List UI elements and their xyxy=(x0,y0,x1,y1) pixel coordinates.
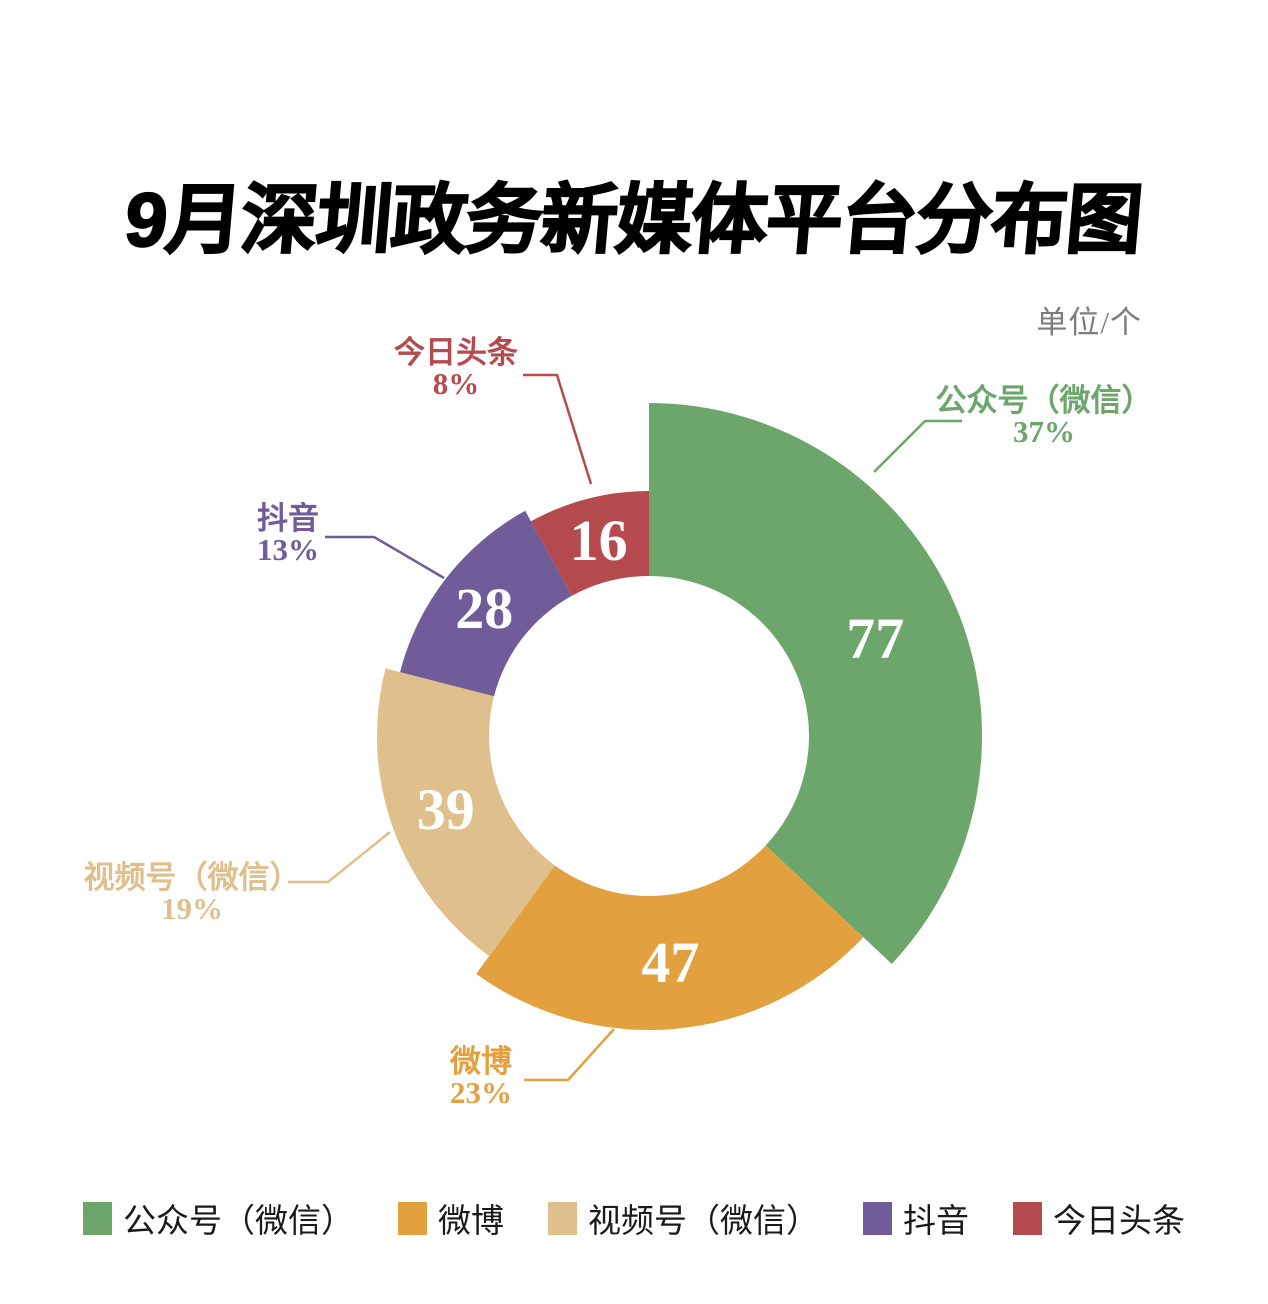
pie-slice-jinri-toutiao[interactable] xyxy=(530,491,649,596)
callout-shipinhao-weixin: 视频号（微信） 19% xyxy=(84,862,301,924)
callout-jinri-toutiao: 今日头条 8% xyxy=(394,337,518,399)
slice-value-weibo: 47 xyxy=(641,930,699,995)
legend-label: 公众号（微信） xyxy=(123,1204,354,1240)
pie-slice-gongzhonghao-weixin[interactable] xyxy=(649,403,982,964)
chart-legend: 公众号（微信） 微博 视频号（微信） 抖音 今日头条 xyxy=(0,1194,1268,1242)
legend-item-gongzhonghao-weixin[interactable]: 公众号（微信） xyxy=(83,1194,354,1242)
legend-swatch-icon xyxy=(398,1201,427,1235)
callout-gongzhonghao-weixin: 公众号（微信） 37% xyxy=(936,385,1153,447)
callout-percent: 13% xyxy=(257,532,319,567)
legend-label: 微博 xyxy=(438,1204,504,1240)
legend-swatch-icon xyxy=(1013,1201,1042,1235)
callout-label: 今日头条 xyxy=(394,335,518,370)
leader-lines xyxy=(288,373,962,1082)
leader-line-shipinhao-weixin xyxy=(288,831,391,884)
leader-line-weibo xyxy=(524,1028,615,1082)
legend-item-shipinhao-weixin[interactable]: 视频号（微信） xyxy=(548,1194,819,1242)
slice-value-shipinhao-weixin: 39 xyxy=(417,777,475,842)
slice-value-labels: 77 47 39 28 16 xyxy=(417,508,904,995)
legend-swatch-icon xyxy=(548,1201,577,1235)
leader-line-douyin xyxy=(325,535,445,580)
callout-percent: 23% xyxy=(450,1075,512,1110)
leader-line-jinri-toutiao xyxy=(523,373,593,485)
legend-label: 视频号（微信） xyxy=(588,1204,819,1240)
callout-label: 微博 xyxy=(450,1044,512,1079)
legend-label: 抖音 xyxy=(903,1204,969,1240)
leader-line-gongzhonghao-weixin xyxy=(873,419,962,473)
legend-swatch-icon xyxy=(863,1201,892,1235)
slice-value-jinri-toutiao: 16 xyxy=(570,508,628,573)
unit-label: 单位/个 xyxy=(1036,305,1142,340)
callout-percent: 19% xyxy=(161,891,223,926)
slice-value-douyin: 28 xyxy=(455,576,513,641)
callout-douyin: 抖音 13% xyxy=(257,503,319,565)
legend-label: 今日头条 xyxy=(1053,1204,1185,1240)
pie-slice-douyin[interactable] xyxy=(400,510,572,697)
legend-item-weibo[interactable]: 微博 xyxy=(398,1194,504,1242)
callout-label: 公众号（微信） xyxy=(935,383,1153,418)
legend-item-jinri-toutiao[interactable]: 今日头条 xyxy=(1013,1194,1185,1242)
pie-slice-shipinhao-weixin[interactable] xyxy=(377,668,555,957)
callout-percent: 37% xyxy=(1013,414,1075,449)
callout-label: 抖音 xyxy=(257,501,319,536)
slice-value-gongzhonghao-weixin: 77 xyxy=(846,606,904,671)
donut-slices xyxy=(377,403,982,1031)
callout-label: 视频号（微信） xyxy=(83,860,301,895)
legend-item-douyin[interactable]: 抖音 xyxy=(863,1194,969,1242)
callout-weibo: 微博 23% xyxy=(450,1046,512,1108)
pie-slice-weibo[interactable] xyxy=(476,845,864,1031)
callout-percent: 8% xyxy=(432,366,480,401)
legend-swatch-icon xyxy=(83,1201,112,1235)
